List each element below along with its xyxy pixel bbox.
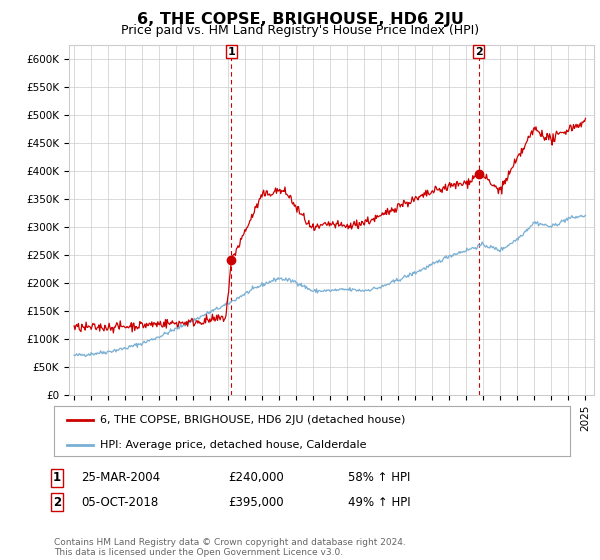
Text: 49% ↑ HPI: 49% ↑ HPI: [348, 496, 410, 509]
Text: 6, THE COPSE, BRIGHOUSE, HD6 2JU (detached house): 6, THE COPSE, BRIGHOUSE, HD6 2JU (detach…: [100, 415, 406, 425]
Text: 05-OCT-2018: 05-OCT-2018: [81, 496, 158, 509]
Text: £395,000: £395,000: [228, 496, 284, 509]
Text: 1: 1: [227, 46, 235, 57]
Text: 25-MAR-2004: 25-MAR-2004: [81, 471, 160, 484]
Text: £240,000: £240,000: [228, 471, 284, 484]
Text: Contains HM Land Registry data © Crown copyright and database right 2024.
This d: Contains HM Land Registry data © Crown c…: [54, 538, 406, 557]
Text: 6, THE COPSE, BRIGHOUSE, HD6 2JU: 6, THE COPSE, BRIGHOUSE, HD6 2JU: [137, 12, 463, 27]
Text: HPI: Average price, detached house, Calderdale: HPI: Average price, detached house, Cald…: [100, 440, 367, 450]
Text: 1: 1: [53, 471, 61, 484]
Text: 2: 2: [475, 46, 483, 57]
Text: 2: 2: [53, 496, 61, 509]
Text: Price paid vs. HM Land Registry's House Price Index (HPI): Price paid vs. HM Land Registry's House …: [121, 24, 479, 36]
Text: 58% ↑ HPI: 58% ↑ HPI: [348, 471, 410, 484]
